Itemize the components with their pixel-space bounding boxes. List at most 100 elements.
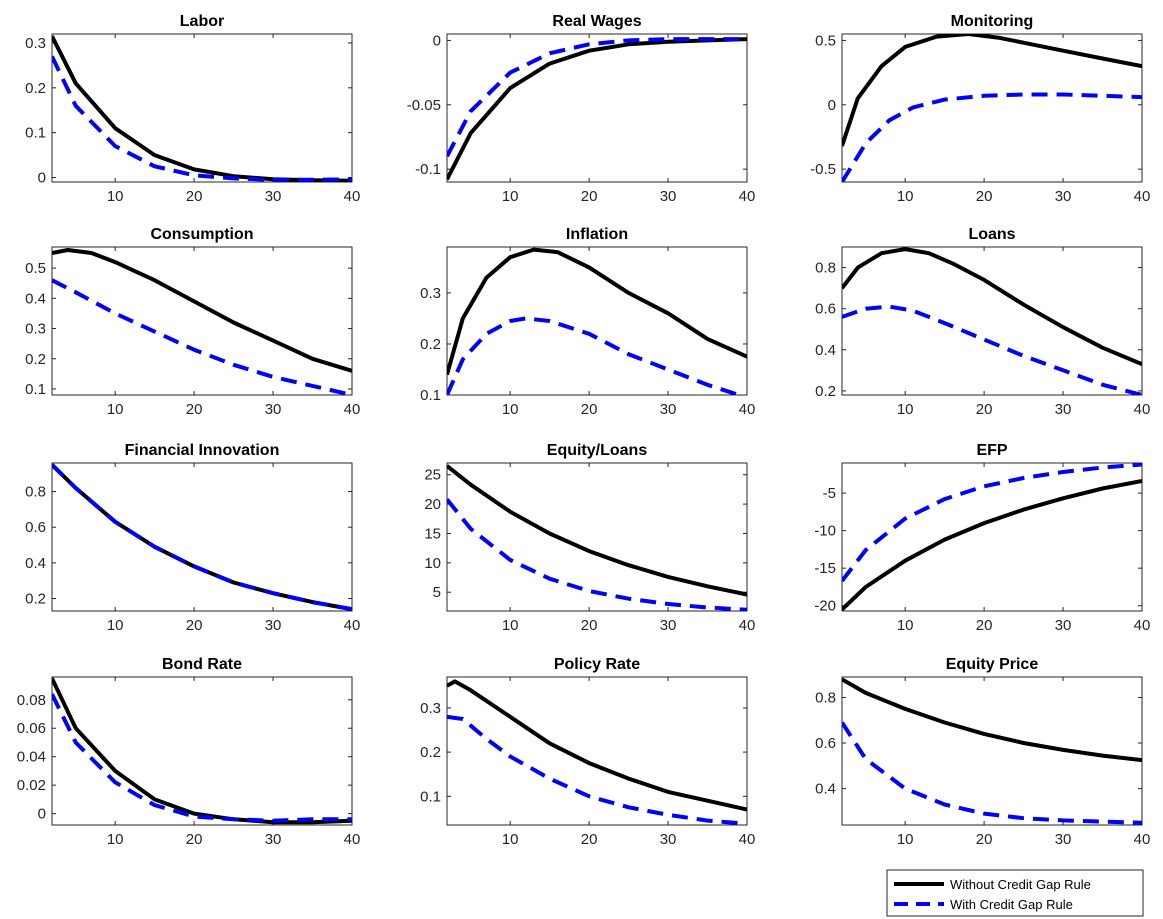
y-tick-label-monitoring-1: 0 [828, 97, 836, 114]
legend-box [886, 869, 1144, 917]
series-line-inflation-with-credit-gap-rule [447, 316, 746, 395]
panel-title-bond-rate: Bond Rate [162, 656, 242, 673]
y-tick-label-consumption-2: 0.3 [25, 321, 46, 338]
chart-panels: Labor 10 20 30 40 0 0.1 0.2 0.3 Real Wages 10 20 30 4… [17, 13, 1151, 848]
panel-policy-rate: Policy Rate 10 20 30 40 0.1 0.2 0.3 [420, 656, 755, 848]
series-line-policy-rate-without-credit-gap-rule [447, 679, 747, 812]
panel-bond-rate: Bond Rate 10 20 30 40 0 0.02 0.04 0.06 0.08 [17, 656, 361, 848]
series-line-equity-loans-with-credit-gap-rule [447, 498, 747, 611]
y-tick-label-loans-2: 0.6 [815, 301, 836, 318]
y-tick-label-efp-1: -15 [814, 560, 836, 577]
x-tick-label-consumption-40: 40 [344, 401, 361, 418]
y-tick-label-loans-1: 0.4 [815, 342, 836, 359]
y-tick-label-equity-price-2: 0.8 [815, 689, 836, 706]
panel-title-loans: Loans [968, 226, 1015, 243]
y-tick-label-financial-innovation-2: 0.6 [25, 519, 46, 536]
x-tick-label-equity-price-40: 40 [1134, 831, 1151, 848]
plot-area-policy-rate [446, 676, 748, 826]
y-tick-label-labor-3: 0.3 [25, 35, 46, 52]
legend: Without Credit Gap Rule With Credit Gap … [886, 869, 1144, 917]
y-tick-label-equity-price-0: 0.4 [815, 781, 836, 798]
x-tick-label-real-wages-20: 20 [581, 188, 598, 205]
panel-title-efp: EFP [976, 442, 1007, 459]
x-tick-label-consumption-20: 20 [186, 401, 203, 418]
panel-labor: Labor 10 20 30 40 0 0.1 0.2 0.3 [25, 13, 360, 205]
y-tick-label-equity-loans-4: 25 [424, 467, 441, 484]
series-line-inflation-without-credit-gap-rule [447, 247, 747, 376]
series-line-consumption-without-credit-gap-rule [52, 248, 352, 373]
x-tick-label-real-wages-40: 40 [739, 188, 756, 205]
panel-real-wages: Real Wages 10 20 30 40 -0.1 -0.05 0 [407, 13, 756, 205]
x-tick-label-monitoring-20: 20 [976, 188, 993, 205]
y-tick-label-monitoring-2: 0.5 [815, 32, 836, 49]
series-line-bond-rate-without-credit-gap-rule [52, 677, 352, 825]
series-line-financial-innovation-with-credit-gap-rule [52, 463, 352, 611]
y-tick-label-equity-loans-1: 10 [424, 555, 441, 572]
y-tick-label-loans-3: 0.8 [815, 260, 836, 277]
y-tick-label-labor-0: 0 [38, 170, 46, 187]
y-tick-label-equity-loans-2: 15 [424, 525, 441, 542]
legend-label-without-rule: Without Credit Gap Rule [950, 877, 1091, 892]
series-line-loans-without-credit-gap-rule [842, 247, 1142, 367]
x-tick-label-monitoring-40: 40 [1134, 188, 1151, 205]
y-tick-label-policy-rate-1: 0.2 [420, 744, 441, 761]
x-tick-label-inflation-20: 20 [581, 401, 598, 418]
y-tick-label-equity-price-1: 0.6 [815, 735, 836, 752]
x-tick-label-labor-10: 10 [107, 188, 124, 205]
y-tick-label-real-wages-2: 0 [433, 32, 441, 49]
plot-area-loans [841, 246, 1143, 396]
x-tick-label-bond-rate-30: 30 [265, 831, 282, 848]
panel-monitoring: Monitoring 10 20 30 40 -0.5 0 0.5 [810, 13, 1150, 205]
plot-area-efp [841, 462, 1143, 612]
series-line-monitoring-with-credit-gap-rule [842, 92, 1142, 182]
y-tick-label-bond-rate-3: 0.06 [17, 720, 46, 737]
plot-area-consumption [51, 246, 353, 396]
y-tick-label-bond-rate-2: 0.04 [17, 749, 46, 766]
x-tick-label-bond-rate-10: 10 [107, 831, 124, 848]
series-line-equity-price-without-credit-gap-rule [842, 677, 1142, 763]
panel-title-policy-rate: Policy Rate [554, 656, 640, 673]
panel-equity-price: Equity Price 10 20 30 40 0.4 0.6 0.8 [815, 656, 1150, 848]
panel-financial-innovation: Financial Innovation 10 20 30 40 0.2 0.4 0.6 0.8 [25, 442, 360, 634]
x-tick-label-labor-20: 20 [186, 188, 203, 205]
series-line-monitoring-without-credit-gap-rule [842, 34, 1142, 147]
x-tick-label-labor-30: 30 [265, 188, 282, 205]
x-tick-label-inflation-10: 10 [502, 401, 519, 418]
x-tick-label-equity-loans-10: 10 [502, 617, 519, 634]
y-tick-label-bond-rate-4: 0.08 [17, 692, 46, 709]
y-tick-label-policy-rate-2: 0.3 [420, 700, 441, 717]
x-tick-label-consumption-30: 30 [265, 401, 282, 418]
x-tick-label-policy-rate-30: 30 [660, 831, 677, 848]
x-tick-label-monitoring-10: 10 [897, 188, 914, 205]
series-line-equity-loans-without-credit-gap-rule [447, 464, 747, 597]
panel-title-consumption: Consumption [150, 226, 253, 243]
x-tick-label-financial-innovation-40: 40 [344, 617, 361, 634]
x-tick-label-loans-20: 20 [976, 401, 993, 418]
x-tick-label-equity-loans-40: 40 [739, 617, 756, 634]
x-tick-label-equity-price-20: 20 [976, 831, 993, 848]
panel-equity-loans: Equity/Loans 10 20 30 40 5 10 15 20 25 [424, 442, 755, 634]
y-tick-label-consumption-3: 0.4 [25, 290, 46, 307]
series-line-real-wages-with-credit-gap-rule [447, 37, 747, 158]
y-tick-label-efp-2: -10 [814, 523, 836, 540]
series-line-consumption-with-credit-gap-rule [52, 278, 352, 395]
x-tick-label-financial-innovation-30: 30 [265, 617, 282, 634]
x-tick-label-financial-innovation-20: 20 [186, 617, 203, 634]
plot-area-equity-loans [446, 462, 748, 612]
y-tick-label-financial-innovation-1: 0.4 [25, 555, 46, 572]
y-tick-label-consumption-1: 0.2 [25, 351, 46, 368]
y-tick-label-policy-rate-0: 0.1 [420, 788, 441, 805]
plot-area-inflation [446, 246, 748, 396]
panel-title-financial-innovation: Financial Innovation [125, 442, 280, 459]
y-tick-label-monitoring-0: -0.5 [810, 161, 836, 178]
y-tick-label-loans-0: 0.2 [815, 383, 836, 400]
x-tick-label-real-wages-10: 10 [502, 188, 519, 205]
x-tick-label-bond-rate-20: 20 [186, 831, 203, 848]
y-tick-label-inflation-0: 0.1 [420, 387, 441, 404]
x-tick-label-policy-rate-10: 10 [502, 831, 519, 848]
x-tick-label-consumption-10: 10 [107, 401, 124, 418]
x-tick-label-loans-40: 40 [1134, 401, 1151, 418]
x-tick-label-policy-rate-20: 20 [581, 831, 598, 848]
series-line-bond-rate-with-credit-gap-rule [52, 693, 352, 823]
